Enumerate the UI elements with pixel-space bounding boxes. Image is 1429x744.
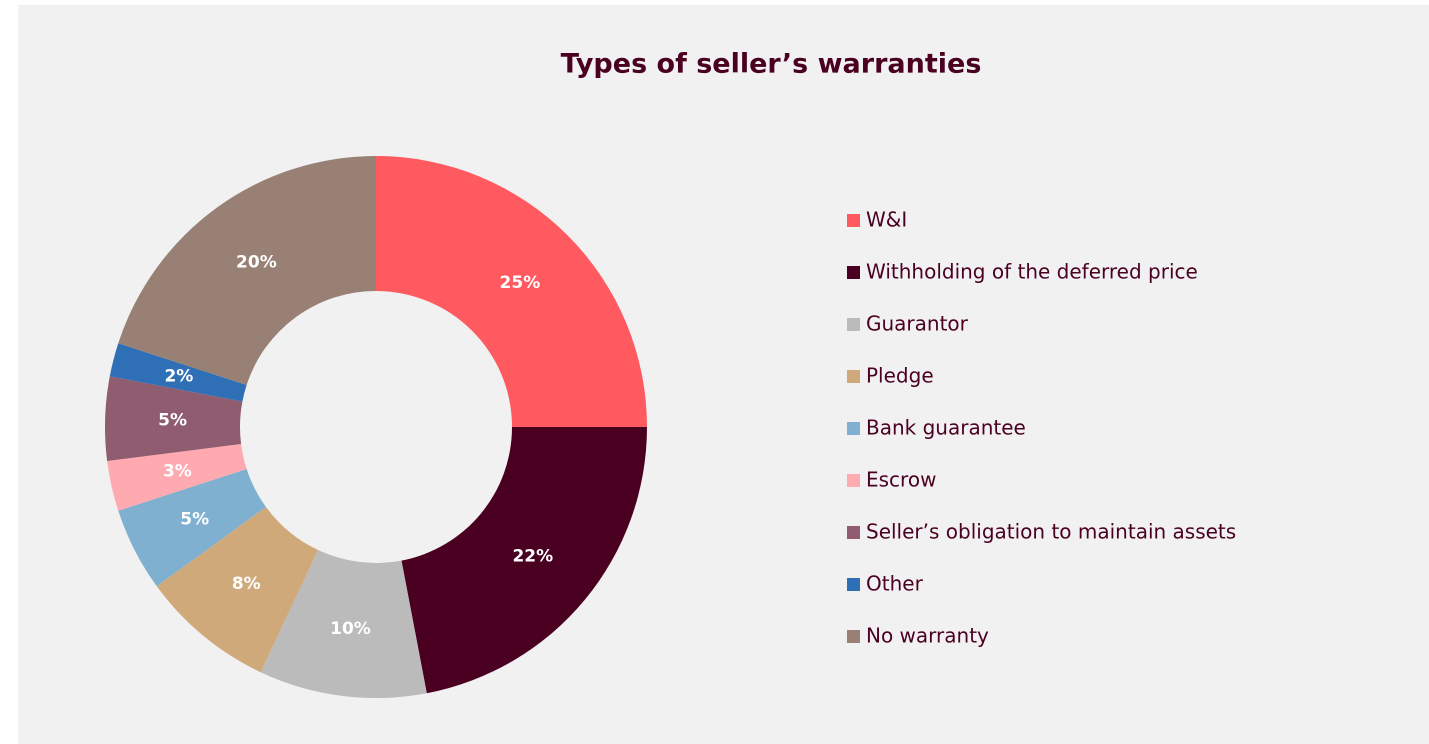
legend-swatch: [847, 370, 860, 383]
data-label: 22%: [512, 547, 553, 567]
donut-slice: [109, 343, 247, 402]
donut-slice: [105, 376, 243, 461]
legend-swatch: [847, 526, 860, 539]
legend-label: Escrow: [866, 468, 936, 492]
data-label: 25%: [500, 273, 541, 293]
donut-slice: [118, 156, 377, 385]
legend-swatch: [847, 214, 860, 227]
donut-slice: [107, 444, 247, 511]
legend-label: Seller’s obligation to maintain assets: [866, 520, 1236, 544]
legend-label: Bank guarantee: [866, 416, 1026, 440]
legend-swatch: [847, 318, 860, 331]
legend-label: Guarantor: [866, 312, 969, 336]
legend-swatch: [847, 630, 860, 643]
legend-label: Other: [866, 572, 924, 596]
donut-slice: [118, 469, 266, 587]
legend-swatch: [847, 474, 860, 487]
donut-slice: [376, 156, 647, 427]
data-label: 10%: [330, 619, 371, 639]
legend-label: No warranty: [866, 624, 989, 648]
legend-label: Withholding of the deferred price: [866, 260, 1198, 284]
legend-swatch: [847, 266, 860, 279]
legend-label: Pledge: [866, 364, 934, 388]
donut-slice: [260, 550, 427, 698]
data-label: 2%: [164, 366, 193, 386]
data-label: 20%: [236, 252, 277, 272]
donut-slice: [156, 506, 319, 673]
data-label: 5%: [158, 411, 187, 431]
data-label: 3%: [163, 461, 192, 481]
chart-title: Types of seller’s warranties: [561, 49, 982, 80]
donut-slice: [401, 427, 647, 694]
legend-swatch: [847, 422, 860, 435]
legend-label: W&I: [866, 208, 907, 232]
data-label: 8%: [232, 574, 261, 594]
legend-swatch: [847, 578, 860, 591]
data-label: 5%: [180, 509, 209, 529]
